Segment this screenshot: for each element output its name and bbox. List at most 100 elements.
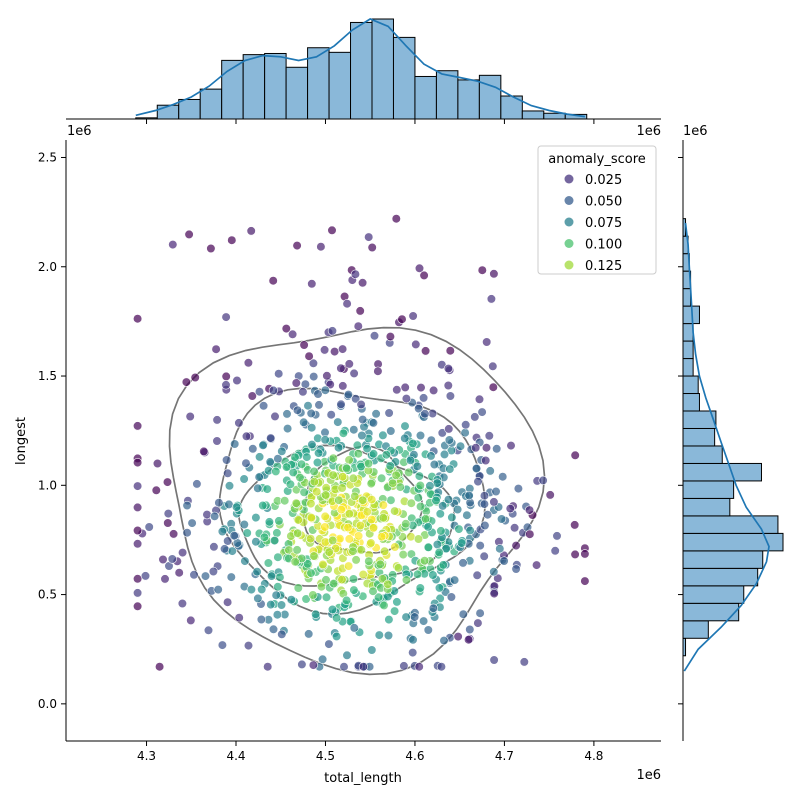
scatter-point xyxy=(431,495,441,506)
scatter-point xyxy=(498,472,508,482)
legend-entries: 0.025 0.050 0.075 0.100 0.125 xyxy=(564,173,622,274)
scatter-point xyxy=(133,525,143,536)
scatter-point xyxy=(324,639,334,649)
scatter-point xyxy=(351,555,361,565)
joint-axes: 4.3 4.4 4.5 4.6 4.7 4.8 0.0 0.5 1.0 1.5 2.0 2.5 xyxy=(38,118,684,763)
y-tick-label: 1.0 xyxy=(38,478,57,492)
scatter-point xyxy=(513,484,524,494)
scatter-point xyxy=(309,477,319,487)
scatter-point xyxy=(408,647,418,658)
scatter-point xyxy=(248,444,258,454)
scatter-point xyxy=(312,457,323,468)
scatter-point xyxy=(299,417,309,427)
scatter-point xyxy=(386,495,396,505)
scatter-point xyxy=(222,455,232,465)
top-histogram-bar xyxy=(156,104,180,120)
scatter-point xyxy=(399,661,409,671)
scatter-point xyxy=(354,531,364,541)
scatter-point xyxy=(213,584,223,595)
scatter-point xyxy=(524,505,535,515)
scatter-point xyxy=(223,468,233,478)
scatter-point xyxy=(243,358,253,368)
scatter-point xyxy=(230,439,240,449)
scatter-point xyxy=(208,566,218,577)
scatter-point xyxy=(320,522,330,532)
scatter-point xyxy=(416,383,426,393)
scatter-point xyxy=(401,575,412,585)
scatter-point xyxy=(211,344,221,354)
scatter-point xyxy=(304,351,314,361)
scatter-point xyxy=(485,466,495,476)
legend-marker xyxy=(564,196,574,205)
scatter-point xyxy=(412,461,422,471)
scatter-point xyxy=(253,593,263,604)
scatter-point xyxy=(367,242,377,253)
scatter-point xyxy=(293,528,303,538)
scatter-point xyxy=(499,556,509,566)
scatter-point xyxy=(276,600,287,610)
scatter-point xyxy=(386,426,396,436)
y-tick-label: 0.5 xyxy=(38,588,57,602)
top-marginal-histogram xyxy=(135,18,588,120)
scatter-point xyxy=(283,424,293,434)
scatter-point xyxy=(483,510,493,520)
scatter-point xyxy=(489,567,499,577)
scatter-point xyxy=(445,346,455,356)
scatter-point xyxy=(241,431,252,441)
scatter-point xyxy=(133,458,143,468)
x-tick-label: 4.6 xyxy=(405,749,424,763)
scatter-point xyxy=(342,299,352,309)
scatter-point xyxy=(367,495,377,505)
scatter-point xyxy=(342,650,352,660)
scatter-point xyxy=(349,585,359,595)
scatter-point xyxy=(479,491,490,501)
scatter-point xyxy=(258,500,268,511)
scatter-point xyxy=(308,590,318,600)
scatter-point xyxy=(239,474,249,484)
scatter-point xyxy=(133,539,143,549)
scatter-point xyxy=(307,423,317,433)
right-histogram-bar xyxy=(682,288,692,307)
scatter-point xyxy=(187,518,197,528)
scatter-point xyxy=(358,415,368,425)
scatter-point xyxy=(410,612,420,622)
scatter-point xyxy=(169,529,179,539)
scatter-point xyxy=(300,379,311,389)
scatter-point xyxy=(471,464,482,474)
scatter-point xyxy=(344,509,355,519)
scatter-point xyxy=(406,498,416,508)
scatter-point xyxy=(415,430,426,441)
scatter-point xyxy=(133,502,143,513)
scatter-point xyxy=(221,380,231,390)
scatter-point xyxy=(309,551,319,561)
scatter-point xyxy=(445,391,456,401)
scatter-point xyxy=(221,371,231,382)
scatter-point xyxy=(443,380,453,391)
scatter-point xyxy=(290,557,300,567)
scatter-point xyxy=(375,559,385,569)
scatter-point xyxy=(378,430,388,440)
scatter-point xyxy=(344,534,354,544)
scatter-point xyxy=(181,377,191,387)
scatter-point xyxy=(306,534,316,544)
scatter-point xyxy=(337,483,347,493)
right-marginal-offset-label: 1e6 xyxy=(683,124,708,139)
scatter-point xyxy=(273,582,283,592)
x-tick-label: 4.3 xyxy=(137,749,156,763)
scatter-point xyxy=(257,584,267,595)
scatter-point xyxy=(334,495,344,505)
scatter-point xyxy=(380,546,390,556)
scatter-point xyxy=(327,326,338,336)
scatter-point xyxy=(509,523,520,533)
scatter-point xyxy=(303,401,313,411)
scatter-point xyxy=(511,540,521,551)
scatter-point xyxy=(343,390,354,400)
scatter-point xyxy=(338,472,348,482)
scatter-point xyxy=(206,243,216,254)
scatter-point xyxy=(419,270,429,281)
scatter-point xyxy=(321,592,332,602)
scatter-point xyxy=(224,481,235,491)
scatter-point xyxy=(282,462,292,472)
scatter-point xyxy=(353,321,363,331)
right-histogram-bar xyxy=(682,323,694,342)
